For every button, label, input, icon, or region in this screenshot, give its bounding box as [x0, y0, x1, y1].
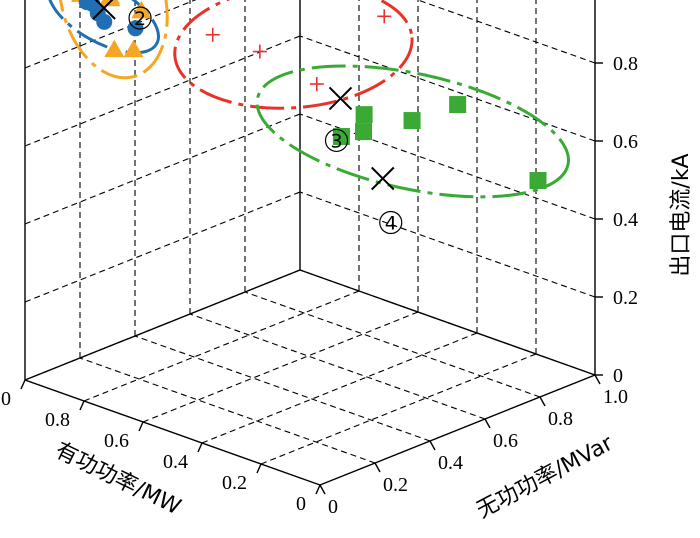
chart-grid	[24, 0, 596, 465]
y-tick-mark	[539, 396, 546, 407]
box-edge	[299, 269, 596, 376]
tick-labels: 0000.20.20.20.40.40.40.60.60.60.80.80.81…	[0, 53, 638, 518]
y-tick-label: 1.0	[603, 386, 628, 408]
y-tick-mark	[484, 418, 491, 429]
x-tick-label: 1.0	[0, 388, 11, 410]
x-tick-label: 0.6	[104, 430, 129, 452]
cluster-4-point	[355, 123, 372, 141]
y-tick-label: 0.4	[438, 452, 463, 474]
centroid-stroke	[328, 86, 353, 111]
y-tick-label: 0.8	[548, 408, 573, 430]
cluster-centroids	[92, 0, 395, 191]
x-tick-label: 0.4	[163, 451, 188, 473]
cluster-2-point	[96, 13, 113, 30]
x-tick-label: 0.2	[222, 472, 247, 494]
z-tick-label: 0.4	[613, 209, 638, 231]
box-edge	[24, 269, 301, 381]
cluster-label-ring	[128, 6, 152, 30]
grid-line	[244, 291, 541, 398]
y-tick-mark	[594, 374, 601, 385]
box-edge	[319, 374, 596, 486]
cluster-4-point	[403, 112, 421, 130]
grid-line	[83, 290, 360, 402]
x-tick-mark	[315, 484, 321, 495]
cluster-label-ring	[324, 128, 349, 153]
x-tick-label: 0	[296, 493, 306, 515]
box-edge	[24, 379, 321, 486]
cluster-ellipse-1	[57, 0, 169, 80]
z-tick-label: 0.6	[613, 131, 638, 153]
cluster-1-point	[131, 0, 152, 19]
grid-line	[79, 357, 376, 464]
x-tick-mark	[138, 421, 144, 432]
cluster-label-4: 4	[385, 213, 397, 235]
cluster-4-centroid	[371, 166, 395, 191]
cluster-label-3: 3	[330, 130, 342, 152]
grid-line	[24, 35, 301, 147]
y-tick-mark	[374, 462, 381, 473]
y-tick-mark	[319, 484, 326, 495]
cluster-ellipses	[46, 0, 570, 199]
cluster-2-centroid	[92, 0, 116, 20]
cluster-4-point	[529, 172, 547, 189]
cluster-3-point	[377, 9, 392, 24]
cluster-3-point	[252, 44, 267, 59]
y-tick-label: 0.2	[383, 474, 408, 496]
centroid-stroke	[92, 0, 114, 20]
y-tick-label: 0	[328, 496, 338, 518]
cluster-label-2: 2	[134, 8, 146, 30]
grid-line	[134, 335, 431, 442]
cluster-ellipse-4	[255, 64, 570, 199]
z-tick-label: 0.8	[613, 53, 638, 75]
grid-line	[201, 332, 478, 444]
z-tick-label: 0.2	[613, 287, 638, 309]
x-tick-label: 0.8	[45, 409, 70, 431]
grid-line	[189, 313, 486, 420]
x-tick-mark	[20, 379, 26, 390]
z-axis-label: 出口电流/kA	[669, 153, 694, 276]
grid-line	[142, 311, 419, 423]
grid-line	[416, 0, 596, 64]
cluster-3-point	[309, 77, 324, 91]
grid-line	[24, 191, 301, 303]
grid-line	[24, 113, 301, 225]
grid-line	[24, 0, 197, 69]
cluster-label-ring	[379, 210, 403, 235]
grid-line	[299, 191, 596, 298]
cluster-labels: 1234	[128, 6, 403, 235]
x-tick-mark	[197, 442, 203, 453]
cluster-1-point	[123, 39, 144, 58]
cluster-4-point	[355, 106, 373, 124]
cluster-4-point	[449, 96, 467, 114]
cluster-3-centroid	[328, 86, 353, 111]
cluster-ellipse-3	[173, 0, 414, 110]
centroid-stroke	[371, 166, 395, 191]
x-tick-mark	[256, 463, 262, 474]
cluster-2-point	[84, 0, 101, 12]
chart-axes	[20, 0, 603, 495]
y-tick-mark	[429, 440, 436, 451]
cluster-3-point	[205, 27, 220, 42]
z-tick-label: 0	[613, 365, 623, 387]
cluster-4-point	[332, 128, 350, 145]
cluster-1-point	[104, 39, 125, 58]
x-tick-mark	[79, 400, 85, 411]
grid-line	[299, 35, 596, 142]
y-tick-label: 0.6	[493, 430, 518, 452]
